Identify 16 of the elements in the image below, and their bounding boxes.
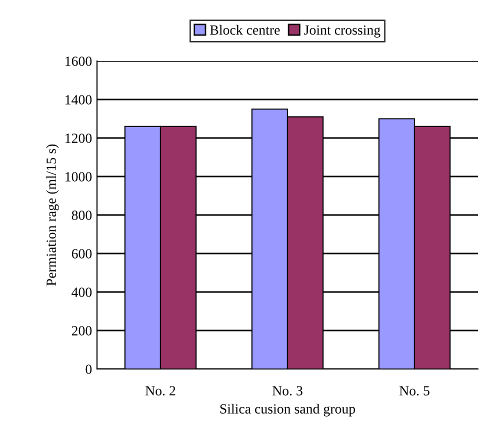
y-tick-label: 1600 (66, 56, 92, 66)
y-tick-label: 800 (72, 210, 92, 220)
y-axis-title: Permiation rage (ml/15 s) (46, 144, 59, 286)
x-tick-label: No. 3 (272, 386, 302, 396)
y-tick-label: 400 (72, 288, 92, 297)
legend-label: Joint crossing (304, 25, 380, 38)
x-tick-label: No. 2 (145, 386, 176, 396)
y-tick-label: 0 (86, 364, 92, 374)
legend-label: Block centre (210, 24, 280, 35)
y-tick-label: 600 (72, 249, 92, 258)
y-tick-label: 1200 (66, 134, 92, 143)
x-tick-label: No. 5 (399, 386, 430, 396)
y-tick-label: 1000 (66, 172, 92, 182)
y-tick-label: 1400 (66, 95, 92, 104)
y-tick-label: 200 (72, 326, 92, 336)
x-axis-title: Silica cusion sand group (220, 404, 356, 416)
